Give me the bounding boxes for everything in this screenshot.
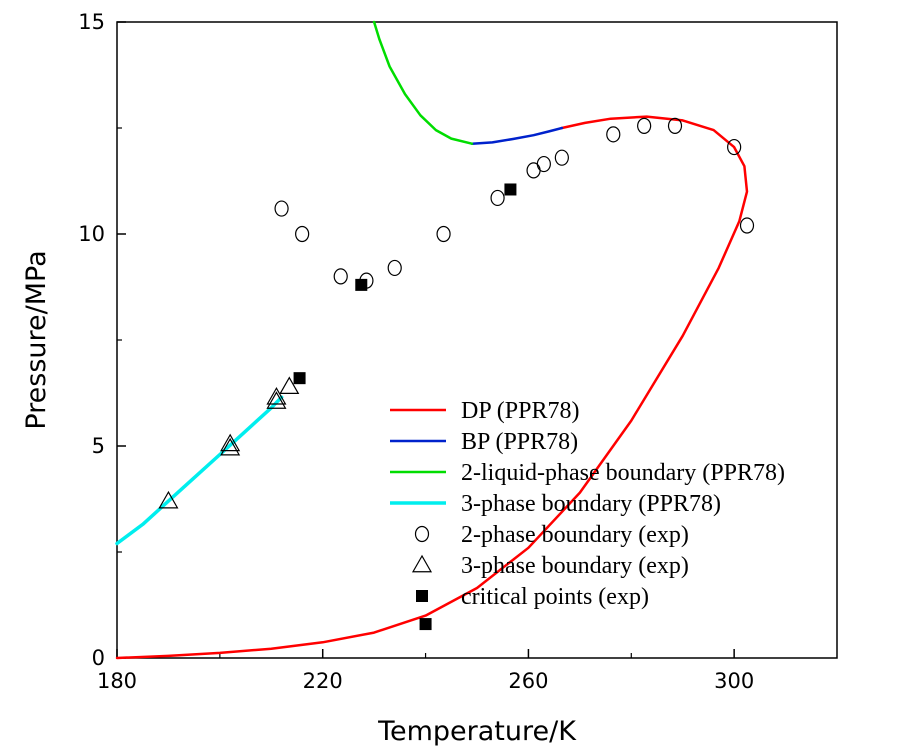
data-point-2-phase-boundary-exp-10 [606, 126, 621, 143]
legend-label-2-phase-boundary-exp: 2-phase boundary (exp) [461, 522, 689, 548]
y-tick-label-0: 0 [92, 646, 105, 670]
data-point-3-phase-boundary-exp-1 [220, 433, 241, 452]
data-point-2-phase-boundary-exp-11 [637, 117, 652, 134]
axis-ticks: 180 220 260 300 0 5 10 15 [78, 10, 754, 693]
y-tick-label-10: 10 [78, 222, 105, 246]
legend-swatch-3-phase-boundary-exp [411, 554, 433, 573]
data-point-3-phase-boundary-exp-3 [266, 387, 287, 405]
x-axis-title: Temperature/K [377, 716, 577, 747]
data-point-2-phase-boundary-exp-0 [274, 200, 289, 217]
x-tick-label-220: 220 [303, 669, 343, 693]
data-point-3-phase-boundary-exp-5 [279, 376, 300, 394]
x-tick-label-260: 260 [508, 669, 548, 693]
data-point-critical-points-exp-1 [293, 372, 306, 385]
legend-swatch-critical-points-exp [416, 590, 428, 602]
legend-label-2-liquid-phase-boundary-ppr78: 2-liquid-phase boundary (PPR78) [461, 460, 785, 486]
y-axis-title: Pressure/MPa [21, 250, 52, 429]
data-point-2-phase-boundary-exp-14 [739, 217, 755, 234]
data-point-2-phase-boundary-exp-6 [490, 189, 505, 207]
legend-label-3-phase-boundary-exp: 3-phase boundary (exp) [461, 553, 689, 579]
data-point-critical-points-exp-0 [355, 278, 368, 291]
legend-label-3-phase-boundary-ppr78: 3-phase boundary (PPR78) [461, 491, 721, 517]
data-point-3-phase-boundary-exp-0 [158, 490, 179, 509]
data-point-2-phase-boundary-exp-1 [295, 225, 310, 243]
data-point-3-phase-boundary-exp-4 [266, 391, 287, 409]
data-point-critical-points-exp-2 [504, 183, 517, 196]
legend-label-bp-ppr78: BP (PPR78) [461, 429, 578, 455]
x-tick-label-180: 180 [97, 669, 137, 693]
series-lines [115, 20, 749, 660]
y-tick-label-5: 5 [92, 434, 105, 458]
data-point-2-phase-boundary-exp-2 [333, 268, 348, 285]
legend-label-dp-ppr78: DP (PPR78) [461, 398, 579, 424]
series-points [158, 117, 755, 631]
series-line-dp-ppr78 [115, 115, 749, 660]
y-tick-label-15: 15 [78, 10, 105, 34]
data-point-2-phase-boundary-exp-4 [387, 259, 402, 277]
legend-label-critical-points-exp: critical points (exp) [461, 584, 649, 610]
series-line-3-phase-boundary-ppr78 [115, 395, 284, 546]
data-point-2-phase-boundary-exp-13 [727, 138, 742, 156]
series-line-2-liquid-phase-boundary-ppr78 [372, 20, 474, 145]
x-tick-label-300: 300 [714, 669, 754, 693]
data-point-2-phase-boundary-exp-7 [526, 162, 541, 179]
data-point-2-phase-boundary-exp-9 [554, 149, 569, 166]
legend-swatch-2-phase-boundary-exp [414, 525, 430, 543]
data-point-critical-points-exp-3 [419, 618, 432, 631]
data-point-2-phase-boundary-exp-8 [536, 155, 551, 173]
data-point-2-phase-boundary-exp-12 [667, 117, 683, 134]
legend: DP (PPR78) BP (PPR78) 2-liquid-phase bound… [390, 398, 785, 610]
series-line-bp-ppr78 [470, 126, 564, 145]
data-point-2-phase-boundary-exp-5 [436, 225, 451, 243]
data-point-3-phase-boundary-exp-2 [220, 437, 241, 456]
